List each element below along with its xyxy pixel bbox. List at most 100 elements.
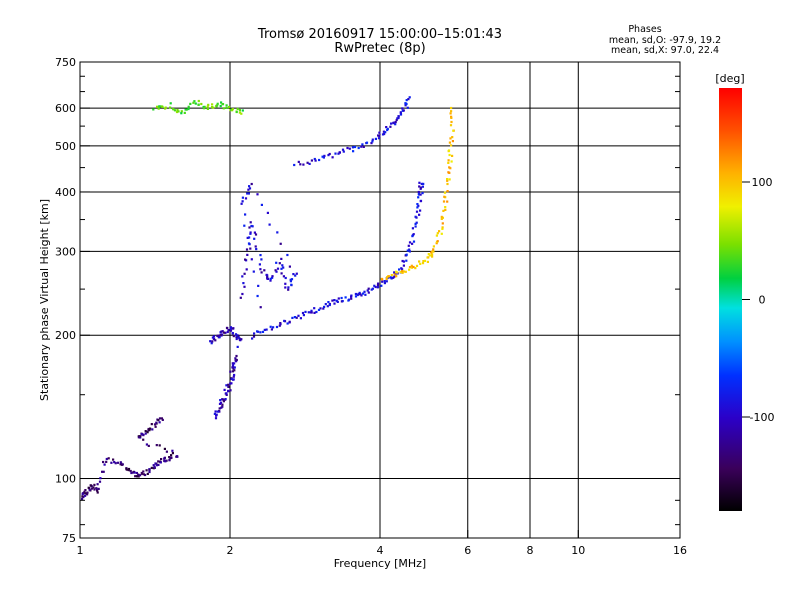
data-point [214, 339, 217, 342]
data-point [402, 270, 405, 273]
data-point [260, 271, 263, 274]
data-point [450, 106, 453, 110]
data-point [215, 413, 218, 416]
data-point [240, 112, 243, 115]
data-point [142, 473, 145, 476]
data-point [448, 141, 451, 144]
data-point [221, 403, 224, 406]
data-point [280, 267, 283, 270]
data-point [222, 400, 225, 403]
data-point [268, 223, 271, 226]
x-axis-ticks: 1 2 4 6 8 10 16 [77, 530, 687, 557]
data-point [249, 232, 252, 235]
data-point [206, 105, 209, 108]
data-point [450, 160, 453, 163]
data-point [142, 438, 145, 441]
data-point [154, 462, 157, 465]
data-point [441, 222, 444, 225]
data-point [291, 316, 294, 319]
data-point [435, 234, 438, 237]
data-point [222, 331, 226, 334]
data-point [153, 423, 157, 426]
data-point [146, 472, 149, 475]
data-point [392, 121, 395, 124]
data-point [225, 326, 229, 329]
data-point [417, 204, 420, 207]
data-point [404, 104, 407, 107]
data-point [337, 152, 340, 155]
data-point [421, 262, 425, 265]
data-point [394, 120, 397, 124]
data-point [84, 492, 87, 495]
data-point [180, 112, 183, 115]
data-point [341, 148, 345, 151]
data-point [440, 217, 443, 220]
data-point [387, 275, 390, 278]
data-point [137, 473, 140, 476]
data-point [446, 178, 449, 181]
data-point [119, 461, 122, 464]
data-point [218, 407, 221, 410]
data-point [156, 105, 159, 108]
data-point [246, 236, 249, 239]
data-point [289, 280, 292, 283]
data-point [322, 307, 325, 310]
data-point [84, 494, 87, 497]
data-point [340, 296, 343, 300]
data-point [310, 311, 313, 314]
data-point [253, 332, 256, 335]
y-tick-label: 75 [62, 532, 76, 545]
data-point [96, 489, 99, 492]
data-point [326, 305, 329, 308]
data-point [295, 316, 298, 319]
data-point [247, 242, 251, 245]
data-point [238, 111, 241, 114]
y-tick-label: 400 [55, 186, 76, 199]
data-point [233, 373, 236, 377]
data-point [371, 138, 374, 141]
data-point [449, 124, 453, 127]
data-point [432, 248, 435, 251]
data-point [211, 103, 214, 106]
stats-o-mode: mean, sd,O: -97.9, 19.2 [609, 35, 721, 46]
data-point [415, 221, 418, 224]
data-point [176, 108, 179, 112]
data-point [290, 283, 293, 286]
data-point [333, 302, 336, 305]
data-point [263, 328, 266, 331]
data-point [358, 291, 361, 294]
data-point [427, 253, 430, 256]
data-point [367, 287, 370, 290]
y-axis-ticks: 75 100 200 300 400 500 600 750 [55, 56, 680, 545]
data-point [310, 309, 313, 312]
data-point [448, 178, 451, 181]
data-point [169, 102, 172, 105]
data-point [304, 310, 307, 313]
data-point [263, 269, 266, 272]
data-point [348, 147, 351, 150]
data-point [105, 460, 108, 463]
data-point [231, 370, 234, 373]
data-point [233, 369, 236, 372]
data-point [415, 210, 419, 213]
data-point [221, 398, 224, 401]
data-point [211, 106, 214, 109]
data-point [246, 253, 249, 256]
data-point [336, 300, 339, 303]
x-axis-label: Frequency [MHz] [334, 557, 426, 570]
data-point [147, 444, 150, 447]
data-point [224, 331, 227, 334]
data-point [172, 107, 175, 111]
data-point [341, 300, 344, 303]
data-point [247, 188, 250, 191]
data-points [81, 96, 455, 500]
data-point [406, 106, 409, 109]
data-point [139, 474, 142, 477]
data-point [361, 143, 364, 146]
data-point [301, 311, 305, 315]
data-point [271, 276, 274, 279]
data-point [126, 468, 129, 471]
data-point [153, 465, 156, 468]
data-point [101, 470, 104, 473]
y-tick-label: 750 [55, 56, 76, 69]
